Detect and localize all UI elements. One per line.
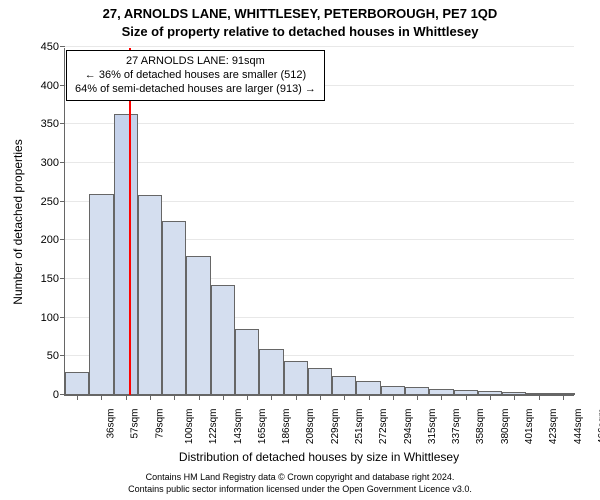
x-tick-mark [77,395,78,400]
annotation-line1: 27 ARNOLDS LANE: 91sqm [75,55,316,69]
x-tick-mark [271,395,272,400]
x-tick-label: 208sqm [306,409,317,445]
x-tick-mark [150,395,151,400]
x-tick-label: 315sqm [427,409,438,445]
y-tick-label: 350 [41,118,65,130]
chart-title-line2: Size of property relative to detached ho… [0,24,600,39]
histogram-bar [235,329,259,395]
x-tick-label: 36sqm [106,409,117,439]
histogram-bar [89,194,113,395]
x-tick-label: 294sqm [403,409,414,445]
histogram-bar [65,372,89,395]
gridline [65,46,574,47]
y-tick-label: 450 [41,41,65,53]
x-tick-label: 165sqm [257,409,268,445]
footer-attribution-1: Contains HM Land Registry data © Crown c… [0,472,600,482]
chart-title-line1: 27, ARNOLDS LANE, WHITTLESEY, PETERBOROU… [0,6,600,21]
x-tick-mark [563,395,564,400]
x-tick-label: 186sqm [281,409,292,445]
x-tick-mark [296,395,297,400]
x-tick-mark [441,395,442,400]
x-tick-label: 143sqm [233,409,244,445]
histogram-bar [162,221,186,395]
x-tick-mark [126,395,127,400]
histogram-bar [381,386,405,395]
histogram-bar [356,381,380,395]
x-tick-label: 251sqm [354,409,365,445]
x-tick-mark [490,395,491,400]
histogram-bar [211,285,235,395]
annotation-box: 27 ARNOLDS LANE: 91sqm← 36% of detached … [66,50,325,101]
x-tick-mark [466,395,467,400]
y-tick-label: 250 [41,196,65,208]
y-tick-label: 150 [41,273,65,285]
histogram-bar [186,256,210,395]
x-tick-label: 57sqm [130,409,141,439]
x-tick-mark [344,395,345,400]
x-tick-mark [417,395,418,400]
histogram-bar [308,368,332,395]
gridline [65,162,574,163]
histogram-bar [332,376,356,395]
histogram-bar [114,114,138,395]
annotation-line3: 64% of semi-detached houses are larger (… [75,83,316,97]
x-tick-label: 423sqm [548,409,559,445]
x-tick-mark [174,395,175,400]
x-tick-label: 229sqm [330,409,341,445]
x-tick-mark [539,395,540,400]
histogram-bar [284,361,308,395]
y-tick-label: 100 [41,312,65,324]
x-tick-label: 444sqm [573,409,584,445]
y-tick-label: 300 [41,157,65,169]
x-tick-mark [101,395,102,400]
x-tick-mark [320,395,321,400]
histogram-bar [259,349,283,395]
x-tick-mark [247,395,248,400]
x-tick-mark [369,395,370,400]
gridline [65,123,574,124]
x-axis-label: Distribution of detached houses by size … [64,450,574,464]
y-tick-label: 200 [41,234,65,246]
x-tick-mark [514,395,515,400]
y-tick-label: 0 [53,389,65,401]
x-tick-label: 401sqm [524,409,535,445]
annotation-line2: ← 36% of detached houses are smaller (51… [75,69,316,83]
y-tick-label: 50 [47,350,65,362]
histogram-bar [405,387,429,395]
x-tick-mark [223,395,224,400]
x-tick-label: 380sqm [500,409,511,445]
x-tick-label: 337sqm [451,409,462,445]
x-tick-label: 122sqm [208,409,219,445]
chart-container: { "chart": { "type": "histogram", "title… [0,0,600,500]
y-tick-label: 400 [41,80,65,92]
x-tick-label: 358sqm [476,409,487,445]
histogram-bar [138,195,162,395]
x-tick-mark [199,395,200,400]
x-tick-label: 272sqm [378,409,389,445]
footer-attribution-2: Contains public sector information licen… [0,484,600,494]
y-axis-label: Number of detached properties [11,48,25,396]
x-tick-mark [393,395,394,400]
x-tick-label: 100sqm [184,409,195,445]
x-tick-label: 79sqm [154,409,165,439]
